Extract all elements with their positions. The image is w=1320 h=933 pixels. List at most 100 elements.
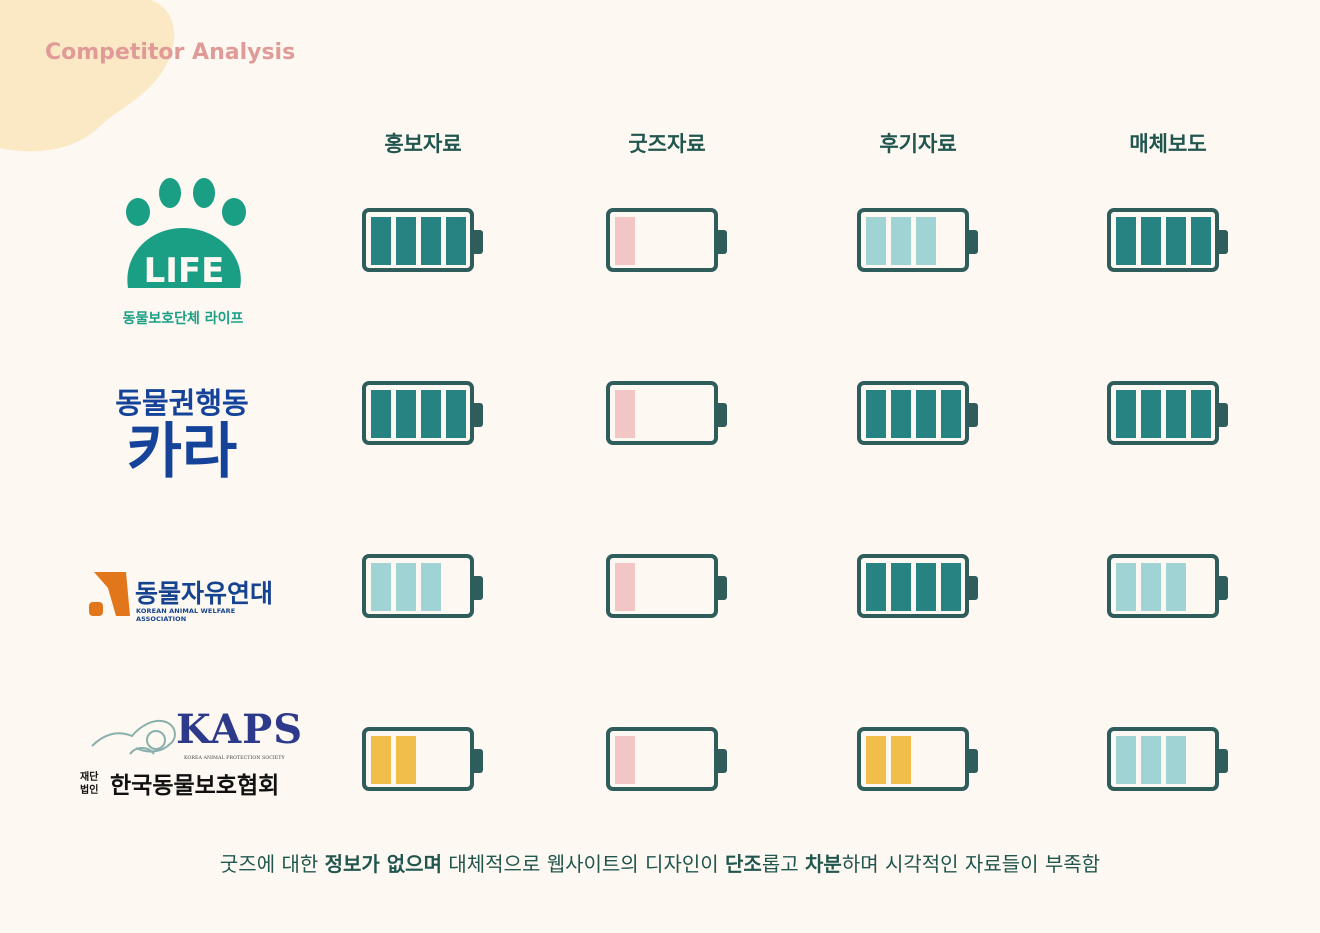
kaps-logo-prefix-2: 법인 xyxy=(80,785,99,796)
battery-indicator-row3-goods xyxy=(606,554,730,624)
battery-terminal xyxy=(474,403,483,427)
battery-bar xyxy=(891,563,911,611)
battery-bar xyxy=(916,217,936,265)
battery-indicator-row1-promo xyxy=(362,208,486,278)
battery-indicator-row4-promo xyxy=(362,727,486,797)
battery-bar xyxy=(615,736,635,784)
summary-text: 굿즈에 대한 정보가 없으며 대체적으로 웹사이트의 디자인이 단조롭고 차분하… xyxy=(0,848,1320,877)
battery-shell xyxy=(1107,554,1219,618)
column-header-reviews: 후기자료 xyxy=(879,132,957,156)
battery-terminal xyxy=(718,230,727,254)
battery-bar xyxy=(866,736,886,784)
battery-terminal xyxy=(1219,749,1228,773)
life-logo-text: LIFE xyxy=(144,251,225,291)
battery-bar xyxy=(1116,217,1136,265)
battery-terminal xyxy=(474,230,483,254)
battery-terminal xyxy=(969,403,978,427)
battery-bar xyxy=(941,563,961,611)
battery-bar xyxy=(1141,217,1161,265)
battery-terminal xyxy=(1219,403,1228,427)
battery-indicator-row3-reviews xyxy=(857,554,981,624)
battery-bar xyxy=(891,736,911,784)
logo-kaps: KAPS KOREA ANIMAL PROTECTION SOCIETY 재단 … xyxy=(80,706,304,800)
battery-bar xyxy=(421,563,441,611)
kaps-logo-mark: KAPS xyxy=(176,706,304,753)
battery-bar xyxy=(371,736,391,784)
battery-shell xyxy=(606,727,718,791)
kawa-logo-name: 동물자유연대 xyxy=(135,579,274,608)
battery-bar xyxy=(1141,736,1161,784)
battery-shell xyxy=(362,208,474,272)
battery-bar xyxy=(1166,217,1186,265)
battery-terminal xyxy=(718,403,727,427)
summary-part-1: 굿즈에 대한 xyxy=(219,852,325,876)
battery-shell xyxy=(857,208,969,272)
battery-bar xyxy=(421,217,441,265)
logo-life: LIFE 동물보호단체 라이프 xyxy=(108,176,258,336)
battery-shell xyxy=(606,554,718,618)
battery-shell xyxy=(1107,381,1219,445)
battery-indicator-row1-reviews xyxy=(857,208,981,278)
decorative-blob xyxy=(0,0,175,152)
battery-bar xyxy=(396,563,416,611)
logo-kawa: 동물자유연대 KOREAN ANIMAL WELFARE ASSOCIATION xyxy=(86,570,286,623)
column-header-promo: 홍보자료 xyxy=(384,132,462,156)
battery-bar xyxy=(396,390,416,438)
battery-shell xyxy=(1107,727,1219,791)
summary-part-3: 롭고 xyxy=(761,852,805,876)
battery-bar xyxy=(1191,390,1211,438)
summary-bold-3: 차분 xyxy=(805,852,842,876)
battery-bar xyxy=(891,217,911,265)
battery-bar xyxy=(1116,563,1136,611)
battery-terminal xyxy=(474,576,483,600)
summary-part-4: 하며 시각적인 자료들이 부족함 xyxy=(841,852,1101,876)
battery-bar xyxy=(866,217,886,265)
battery-indicator-row3-media xyxy=(1107,554,1231,624)
kara-logo-top: 동물권행동 xyxy=(115,386,249,420)
kawa-mark-icon xyxy=(89,572,130,616)
summary-part-2: 대체적으로 웹사이트의 디자인이 xyxy=(441,852,726,876)
summary-bold-1: 정보가 없으며 xyxy=(324,852,442,876)
battery-bar xyxy=(615,563,635,611)
column-header-media: 매체보도 xyxy=(1129,132,1207,156)
battery-shell xyxy=(606,381,718,445)
battery-indicator-row2-media xyxy=(1107,381,1231,451)
battery-bar xyxy=(371,390,391,438)
battery-bar xyxy=(1166,390,1186,438)
battery-terminal xyxy=(474,749,483,773)
battery-shell xyxy=(857,381,969,445)
battery-indicator-row4-goods xyxy=(606,727,730,797)
battery-terminal xyxy=(718,749,727,773)
kaps-logo-name: 한국동물보호협회 xyxy=(110,773,280,799)
battery-shell xyxy=(857,554,969,618)
battery-bar xyxy=(396,217,416,265)
battery-bar xyxy=(371,563,391,611)
battery-terminal xyxy=(969,749,978,773)
battery-bar xyxy=(891,390,911,438)
battery-bar xyxy=(866,563,886,611)
battery-shell xyxy=(857,727,969,791)
paw-icon: LIFE xyxy=(126,178,246,291)
battery-bar xyxy=(1191,217,1211,265)
battery-terminal xyxy=(1219,230,1228,254)
battery-bar xyxy=(1141,563,1161,611)
battery-bar xyxy=(1141,390,1161,438)
life-logo-caption: 동물보호단체 라이프 xyxy=(122,311,244,327)
battery-indicator-row4-media xyxy=(1107,727,1231,797)
battery-bar xyxy=(615,390,635,438)
battery-shell xyxy=(1107,208,1219,272)
battery-terminal xyxy=(718,576,727,600)
battery-shell xyxy=(362,381,474,445)
summary-bold-2: 단조 xyxy=(725,852,762,876)
battery-indicator-row1-goods xyxy=(606,208,730,278)
battery-bar xyxy=(866,390,886,438)
battery-shell xyxy=(362,727,474,791)
battery-indicator-row2-reviews xyxy=(857,381,981,451)
kaps-logo-sub: KOREA ANIMAL PROTECTION SOCIETY xyxy=(184,756,285,761)
animal-outline-icon xyxy=(91,720,176,755)
battery-terminal xyxy=(969,230,978,254)
kara-logo-main: 카라 xyxy=(126,417,238,487)
battery-terminal xyxy=(969,576,978,600)
kaps-logo-prefix-1: 재단 xyxy=(80,772,99,783)
kawa-logo-sub: KOREAN ANIMAL WELFARE ASSOCIATION xyxy=(136,607,236,623)
